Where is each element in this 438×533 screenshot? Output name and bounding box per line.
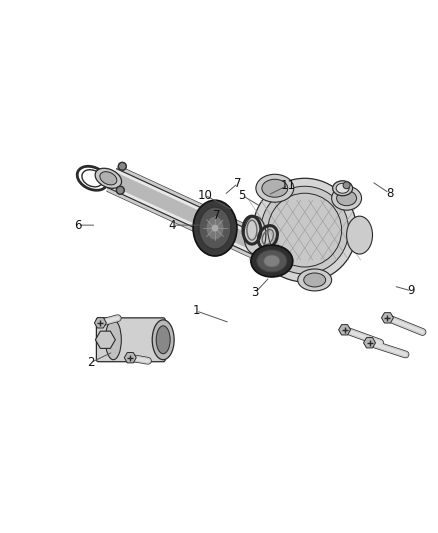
Ellipse shape xyxy=(336,183,349,193)
Polygon shape xyxy=(381,313,393,323)
Text: 8: 8 xyxy=(386,187,393,200)
Text: 2: 2 xyxy=(87,356,94,369)
Ellipse shape xyxy=(206,216,224,240)
Ellipse shape xyxy=(257,250,287,272)
Ellipse shape xyxy=(193,200,237,256)
Circle shape xyxy=(117,186,124,194)
Ellipse shape xyxy=(262,179,288,197)
Ellipse shape xyxy=(152,320,174,360)
Polygon shape xyxy=(95,331,115,349)
Text: 7: 7 xyxy=(234,177,242,190)
Ellipse shape xyxy=(332,181,353,196)
Text: 5: 5 xyxy=(238,189,246,201)
Text: 3: 3 xyxy=(251,286,258,300)
Ellipse shape xyxy=(199,207,231,249)
Circle shape xyxy=(118,163,126,171)
Ellipse shape xyxy=(261,241,275,259)
Ellipse shape xyxy=(264,255,280,267)
Text: 1: 1 xyxy=(192,304,200,317)
Ellipse shape xyxy=(251,245,293,277)
Circle shape xyxy=(261,186,349,274)
Ellipse shape xyxy=(100,172,117,185)
Circle shape xyxy=(118,188,123,193)
Text: 6: 6 xyxy=(74,219,81,232)
Ellipse shape xyxy=(332,186,361,210)
Ellipse shape xyxy=(244,216,266,254)
Circle shape xyxy=(343,182,350,189)
Circle shape xyxy=(211,224,219,232)
Polygon shape xyxy=(95,318,106,328)
Polygon shape xyxy=(364,337,375,348)
Ellipse shape xyxy=(256,174,294,202)
FancyBboxPatch shape xyxy=(96,318,165,362)
Ellipse shape xyxy=(337,191,357,206)
Circle shape xyxy=(120,164,125,169)
Circle shape xyxy=(253,178,357,282)
Ellipse shape xyxy=(156,326,170,354)
Text: 9: 9 xyxy=(408,285,415,297)
Ellipse shape xyxy=(346,216,372,254)
Text: 7: 7 xyxy=(213,208,221,222)
Ellipse shape xyxy=(304,273,326,287)
Text: 11: 11 xyxy=(280,179,295,192)
Polygon shape xyxy=(339,325,350,335)
Text: 4: 4 xyxy=(168,219,176,232)
Ellipse shape xyxy=(95,168,122,188)
Polygon shape xyxy=(124,352,136,363)
Ellipse shape xyxy=(106,320,121,360)
Text: 10: 10 xyxy=(198,189,212,201)
Ellipse shape xyxy=(298,269,332,291)
